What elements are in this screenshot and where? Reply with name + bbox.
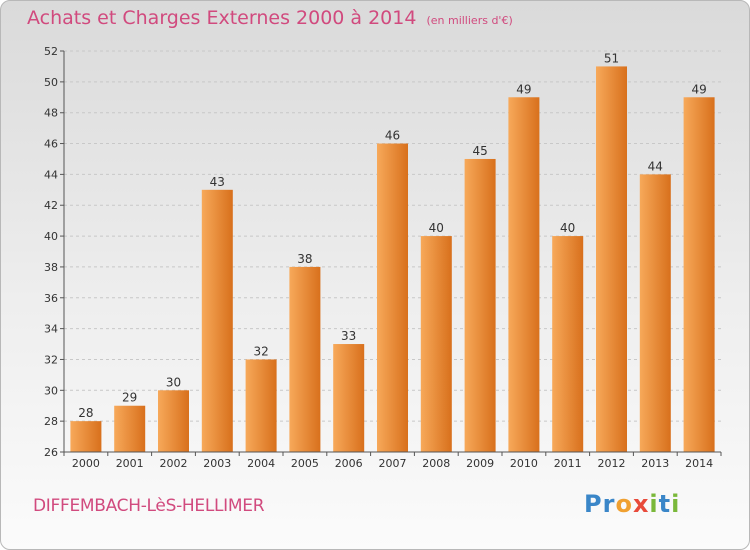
bar <box>114 405 146 452</box>
bar <box>377 143 408 453</box>
chart-title-text: Achats et Charges Externes 2000 à 2014 <box>27 7 417 29</box>
bar <box>552 236 584 452</box>
data-label: 30 <box>166 375 181 389</box>
data-label: 29 <box>122 391 137 405</box>
x-tick-label: 2002 <box>160 457 188 470</box>
bar <box>683 97 715 453</box>
proxiti-logo[interactable]: Proxiti <box>584 490 680 518</box>
data-label: 40 <box>429 221 444 235</box>
data-label: 45 <box>472 144 487 158</box>
bar <box>596 66 627 452</box>
x-tick-label: 2011 <box>554 457 582 470</box>
bar <box>508 97 540 453</box>
data-label: 49 <box>516 82 531 96</box>
commune-name: DIFFEMBACH-LèS-HELLIMER <box>33 496 265 516</box>
data-label: 38 <box>297 252 312 266</box>
y-tick-label: 50 <box>44 76 58 89</box>
x-tick-label: 2014 <box>685 457 713 470</box>
labels: 26 28 30 32 34 36 38 40 42 44 46 48 50 52 28 2000 29 2001… <box>44 45 713 470</box>
logo-letter: i <box>649 490 659 518</box>
x-tick-label: 2001 <box>116 457 144 470</box>
y-tick-label: 48 <box>44 107 58 120</box>
x-tick-label: 2012 <box>598 457 626 470</box>
logo-letter: x <box>632 490 650 518</box>
y-tick-label: 38 <box>44 261 58 274</box>
data-label: 51 <box>604 51 619 65</box>
x-tick-label: 2008 <box>422 457 450 470</box>
y-tick-label: 44 <box>44 168 58 181</box>
data-label: 49 <box>691 82 706 96</box>
data-label: 44 <box>648 159 663 173</box>
x-tick-label: 2004 <box>247 457 275 470</box>
x-tick-label: 2003 <box>203 457 231 470</box>
bar <box>639 174 671 452</box>
data-label: 33 <box>341 329 356 343</box>
bar <box>333 344 365 452</box>
bar <box>245 359 277 452</box>
logo-letter: t <box>658 490 672 518</box>
data-label: 40 <box>560 221 575 235</box>
y-tick-label: 36 <box>44 292 58 305</box>
x-tick-label: 2013 <box>641 457 669 470</box>
y-tick-label: 28 <box>44 415 58 428</box>
data-label: 32 <box>253 344 268 358</box>
axes <box>60 50 722 456</box>
data-label: 43 <box>210 175 225 189</box>
x-tick-label: 2005 <box>291 457 319 470</box>
bars <box>70 66 715 453</box>
y-tick-label: 52 <box>44 45 58 58</box>
chart-title: Achats et Charges Externes 2000 à 2014 (e… <box>27 7 513 29</box>
logo-letter: r <box>602 490 616 518</box>
x-tick-label: 2000 <box>72 457 100 470</box>
bar <box>289 266 321 452</box>
y-tick-label: 40 <box>44 230 58 243</box>
y-tick-label: 32 <box>44 353 58 366</box>
bar <box>158 390 189 452</box>
data-label: 46 <box>385 129 400 143</box>
bar <box>420 236 452 452</box>
bar <box>464 158 496 452</box>
chart-unit: (en milliers d'€) <box>426 14 513 27</box>
logo-letter: o <box>615 490 633 518</box>
logo-letter: P <box>584 490 603 518</box>
x-tick-label: 2010 <box>510 457 538 470</box>
x-tick-label: 2006 <box>335 457 363 470</box>
bar <box>201 189 233 453</box>
y-tick-label: 30 <box>44 384 58 397</box>
y-tick-label: 34 <box>44 323 58 336</box>
y-tick-label: 46 <box>44 138 58 151</box>
x-tick-label: 2009 <box>466 457 494 470</box>
y-tick-label: 42 <box>44 199 58 212</box>
data-label: 28 <box>78 406 93 420</box>
x-tick-label: 2007 <box>379 457 407 470</box>
y-tick-label: 26 <box>44 446 58 459</box>
bar <box>70 421 102 452</box>
logo-letter: i <box>671 490 681 518</box>
